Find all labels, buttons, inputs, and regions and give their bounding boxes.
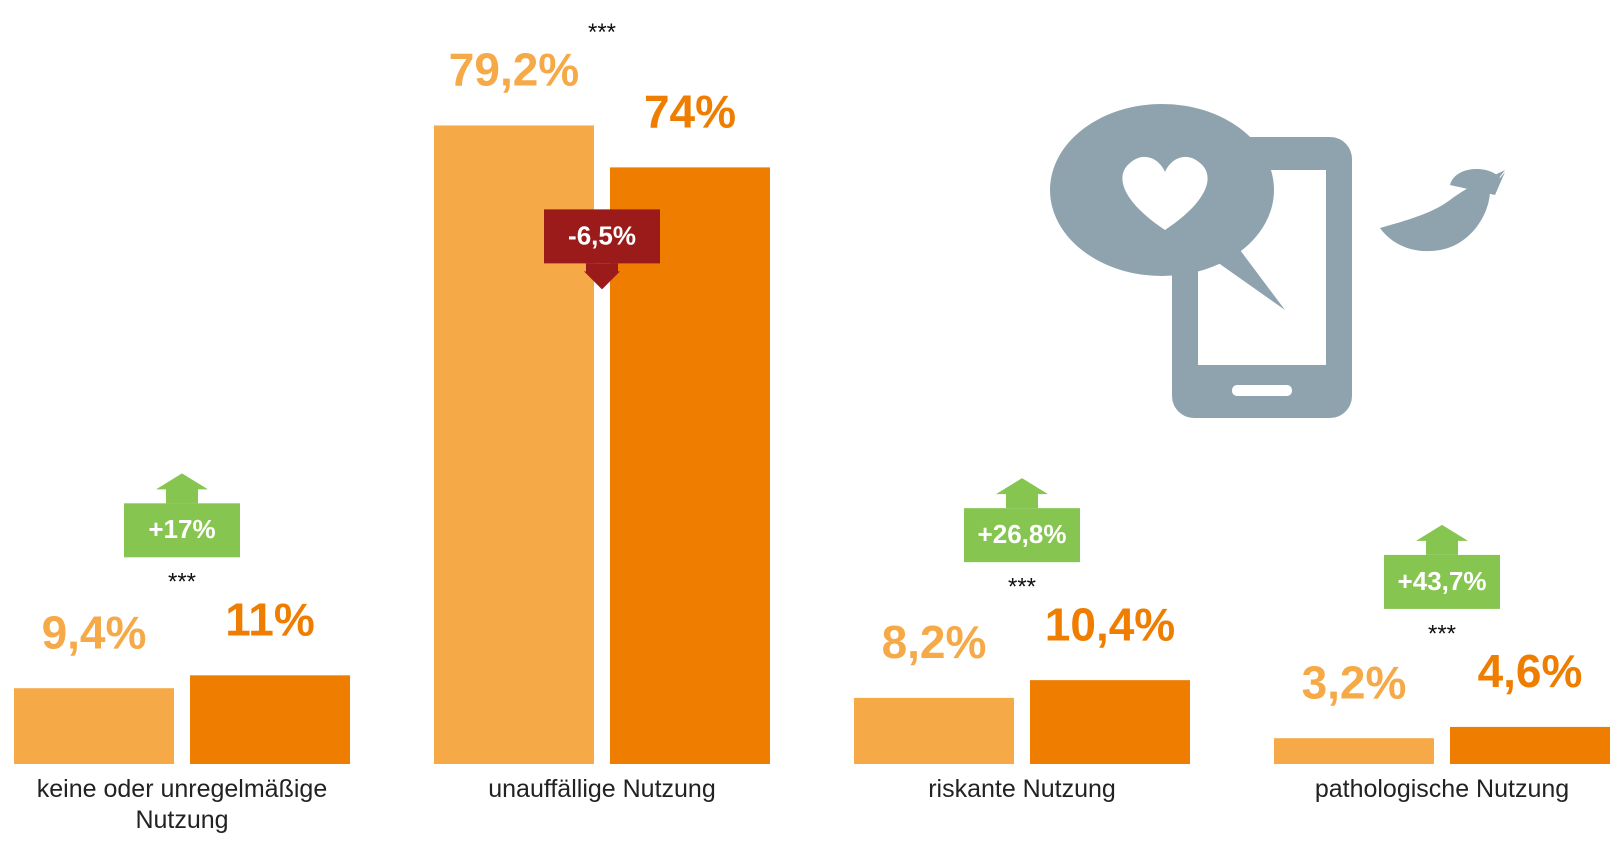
bird-icon xyxy=(1380,168,1505,252)
heart-icon xyxy=(1122,156,1208,230)
bar xyxy=(610,167,770,764)
value-label: 10,4% xyxy=(1045,598,1175,650)
category-label-box: unauffällige Nutzung xyxy=(488,775,716,803)
up-arrow xyxy=(156,473,208,504)
value-label: 3,2% xyxy=(1302,656,1407,708)
change-badge: +26,8% xyxy=(964,478,1080,563)
bar xyxy=(854,697,1014,764)
significance: *** xyxy=(588,19,616,46)
category-label: riskante Nutzung xyxy=(928,775,1116,803)
change-box xyxy=(124,503,240,558)
category-label: unauffällige Nutzung xyxy=(488,775,716,803)
phone-button xyxy=(1232,385,1292,396)
change-label: -6,5% xyxy=(568,220,636,250)
value-label: 8,2% xyxy=(882,616,987,668)
category-label: keine oder unregelmäßige Nutzung xyxy=(36,775,328,835)
speech-bubble-tail xyxy=(1200,230,1285,310)
down-arrow xyxy=(584,263,620,290)
change-badge: -6,5% xyxy=(544,209,660,290)
significance: *** xyxy=(1008,573,1036,600)
bar xyxy=(1274,738,1434,764)
category-label-box: riskante Nutzung xyxy=(928,775,1116,803)
change-box xyxy=(544,209,660,264)
change-badge: +43,7% xyxy=(1384,524,1500,609)
change-label: +26,8% xyxy=(978,519,1067,549)
social-media-icon xyxy=(1050,104,1505,418)
bar xyxy=(1030,680,1190,764)
change-label: +17% xyxy=(148,514,215,544)
value-label: 4,6% xyxy=(1478,645,1583,697)
up-arrow xyxy=(996,478,1048,509)
significance: *** xyxy=(1428,620,1456,647)
value-label: 79,2% xyxy=(449,44,579,96)
value-label: 74% xyxy=(644,86,736,138)
change-badge: +17% xyxy=(124,473,240,558)
bar xyxy=(1450,726,1610,764)
bar xyxy=(14,688,174,764)
category-label-box: keine oder unregelmäßige Nutzung xyxy=(36,775,328,835)
change-label: +43,7% xyxy=(1398,566,1487,596)
value-label: 9,4% xyxy=(42,606,147,658)
up-arrow xyxy=(1416,524,1468,555)
change-box xyxy=(1384,554,1500,609)
category-label: pathologische Nutzung xyxy=(1314,775,1570,803)
change-box xyxy=(964,508,1080,563)
value-label: 11% xyxy=(225,593,315,645)
significance: *** xyxy=(168,569,196,596)
category-label-box: pathologische Nutzung xyxy=(1314,775,1570,803)
bar xyxy=(190,675,350,764)
